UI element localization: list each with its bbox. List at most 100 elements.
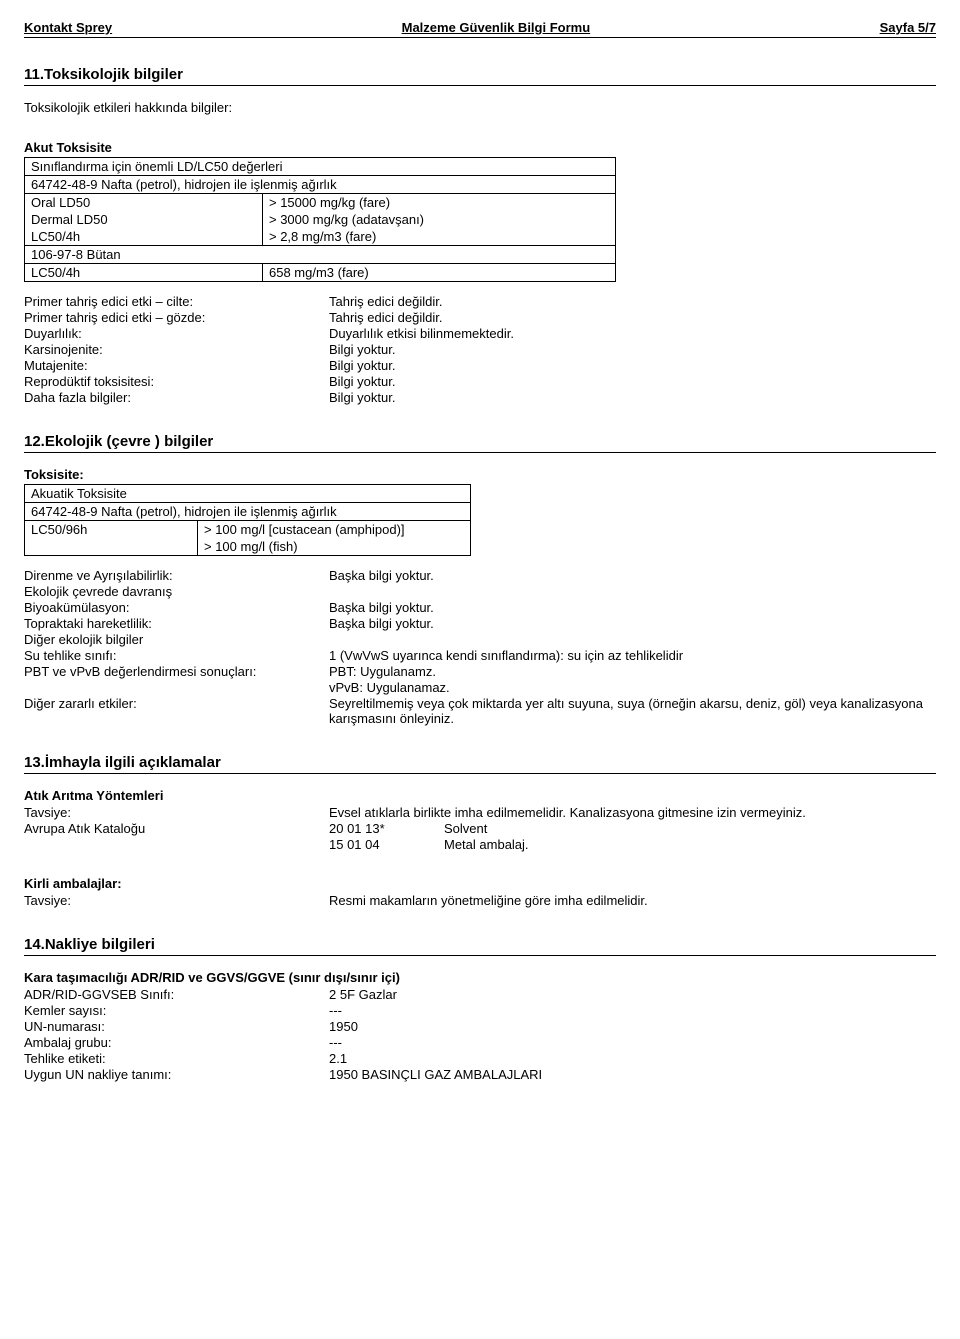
kv-key: Primer tahriş edici etki – cilte: [24,294,329,309]
s11-intro: Toksikolojik etkileri hakkında bilgiler: [24,100,936,115]
s14-kv-row: Uygun UN nakliye tanımı:1950 BASINÇLI GA… [24,1067,936,1082]
kv-key: Tavsiye: [24,893,329,908]
kv-val: 1950 [329,1019,936,1034]
s13-kv1: Tavsiye: Evsel atıklarla birlikte imha e… [24,805,936,820]
kv-key: Primer tahriş edici etki – gözde: [24,310,329,325]
kv-val: vPvB: Uygulanamaz. [329,680,936,695]
s11-table-header: Sınıflandırma için önemli LD/LC50 değerl… [25,158,616,176]
kv-val [329,584,936,599]
s13-kv3: Tavsiye: Resmi makamların yönetmeliğine … [24,893,936,908]
kv-val: 1950 BASINÇLI GAZ AMBALAJLARI [329,1067,936,1082]
kv-val: Evsel atıklarla birlikte imha edilmemeli… [329,805,936,820]
s11-kv-row: Primer tahriş edici etki – gözde:Tahriş … [24,310,936,325]
s11-r2a: Oral LD50 [25,194,263,212]
kv-val: Resmi makamların yönetmeliğine göre imha… [329,893,936,908]
s12-r2b: > 100 mg/l [custacean (amphipod)] [198,521,471,539]
s11-r3a: Dermal LD50 [25,211,263,228]
s11-r3b: > 3000 mg/kg (adatavşanı) [263,211,616,228]
s12-kv-block: Direnme ve Ayrışılabilirlik:Başka bilgi … [24,568,936,726]
s11-kv-block: Primer tahriş edici etki – cilte:Tahriş … [24,294,936,405]
s12-kv-row: Direnme ve Ayrışılabilirlik:Başka bilgi … [24,568,936,583]
s11-r4b: > 2,8 mg/m3 (fare) [263,228,616,246]
s12-kv-row: Ekolojik çevrede davranış [24,584,936,599]
kv-key: UN-numarası: [24,1019,329,1034]
s13-h2: Kirli ambalajlar: [24,876,936,891]
kv-val: 2.1 [329,1051,936,1066]
s14-kv-row: ADR/RID-GGVSEB Sınıfı:2 5F Gazlar [24,987,936,1002]
section-14-heading: 14.Nakliye bilgileri [24,936,936,956]
s14-kv-row: UN-numarası:1950 [24,1019,936,1034]
header-left: Kontakt Sprey [24,20,112,35]
kv-key: Mutajenite: [24,358,329,373]
s12-r3a [25,538,198,556]
s14-kv-row: Tehlike etiketi:2.1 [24,1051,936,1066]
waste-name: Solvent [444,821,936,836]
kv-key [24,837,329,852]
s14-kv-row: Kemler sayısı:--- [24,1003,936,1018]
s12-kv-row: PBT ve vPvB değerlendirmesi sonuçları:PB… [24,664,936,679]
kv-val [329,632,936,647]
kv-key: Ambalaj grubu: [24,1035,329,1050]
kv-val: Seyreltilmemiş veya çok miktarda yer alt… [329,696,936,726]
section-11-heading: 11.Toksikolojik bilgiler [24,66,936,86]
kv-val: Bilgi yoktur. [329,342,936,357]
kv-val: Duyarlılık etkisi bilinmemektedir. [329,326,936,341]
s11-kv-row: Duyarlılık:Duyarlılık etkisi bilinmemekt… [24,326,936,341]
s12-table: Akuatik Toksisite 64742-48-9 Nafta (petr… [24,484,471,556]
kv-key: Su tehlike sınıfı: [24,648,329,663]
kv-val: --- [329,1003,936,1018]
kv-val: Tahriş edici değildir. [329,310,936,325]
s12-r2a: LC50/96h [25,521,198,539]
kv-val: PBT: Uygulanamz. [329,664,936,679]
kv-key: Karsinojenite: [24,342,329,357]
s12-r3b: > 100 mg/l (fish) [198,538,471,556]
kv-key: Daha fazla bilgiler: [24,390,329,405]
s13-kv2-row2: 15 01 04 Metal ambalaj. [24,837,936,852]
s11-table: Sınıflandırma için önemli LD/LC50 değerl… [24,157,616,282]
kv-key: Avrupa Atık Kataloğu [24,821,329,836]
kv-key: Kemler sayısı: [24,1003,329,1018]
s11-row5: 106-97-8 Bütan [25,246,616,264]
kv-val: --- [329,1035,936,1050]
s12-tok: Toksisite: [24,467,936,482]
kv-val: Tahriş edici değildir. [329,294,936,309]
kv-key: Biyoakümülasyon: [24,600,329,615]
section-13-heading: 13.İmhayla ilgili açıklamalar [24,754,936,774]
header-right: Sayfa 5/7 [880,20,936,35]
s12-row1: 64742-48-9 Nafta (petrol), hidrojen ile … [25,503,471,521]
header-center: Malzeme Güvenlik Bilgi Formu [402,20,591,35]
s11-kv-row: Daha fazla bilgiler:Bilgi yoktur. [24,390,936,405]
s12-kv-row: Diğer zararlı etkiler:Seyreltilmemiş vey… [24,696,936,726]
s13-kv2-row1: Avrupa Atık Kataloğu 20 01 13* Solvent [24,821,936,836]
kv-key: Tavsiye: [24,805,329,820]
s11-r6b: 658 mg/m3 (fare) [263,264,616,282]
kv-val: 2 5F Gazlar [329,987,936,1002]
kv-key: Direnme ve Ayrışılabilirlik: [24,568,329,583]
waste-name: Metal ambalaj. [444,837,936,852]
kv-key: Ekolojik çevrede davranış [24,584,329,599]
kv-key: Diğer ekolojik bilgiler [24,632,329,647]
kv-key: Topraktaki hareketlilik: [24,616,329,631]
s12-kv-row: Biyoakümülasyon:Başka bilgi yoktur. [24,600,936,615]
kv-key [24,680,329,695]
kv-key: PBT ve vPvB değerlendirmesi sonuçları: [24,664,329,679]
waste-code: 15 01 04 [329,837,444,852]
s12-kv-row: vPvB: Uygulanamaz. [24,680,936,695]
page-header: Kontakt Sprey Malzeme Güvenlik Bilgi For… [24,20,936,38]
s11-kv-row: Primer tahriş edici etki – cilte:Tahriş … [24,294,936,309]
kv-key: ADR/RID-GGVSEB Sınıfı: [24,987,329,1002]
s11-r2b: > 15000 mg/kg (fare) [263,194,616,212]
s14-h1: Kara taşımacılığı ADR/RID ve GGVS/GGVE (… [24,970,936,985]
s11-r6a: LC50/4h [25,264,263,282]
kv-val: Başka bilgi yoktur. [329,568,936,583]
kv-key: Reprodüktif toksisitesi: [24,374,329,389]
s11-kv-row: Karsinojenite:Bilgi yoktur. [24,342,936,357]
kv-key: Duyarlılık: [24,326,329,341]
kv-key: Uygun UN nakliye tanımı: [24,1067,329,1082]
s12-kv-row: Diğer ekolojik bilgiler [24,632,936,647]
s11-row1: 64742-48-9 Nafta (petrol), hidrojen ile … [25,176,616,194]
kv-key: Tehlike etiketi: [24,1051,329,1066]
s12-table-header: Akuatik Toksisite [25,485,471,503]
kv-val: Başka bilgi yoktur. [329,600,936,615]
s14-kv-block: ADR/RID-GGVSEB Sınıfı:2 5F Gazlar Kemler… [24,987,936,1082]
